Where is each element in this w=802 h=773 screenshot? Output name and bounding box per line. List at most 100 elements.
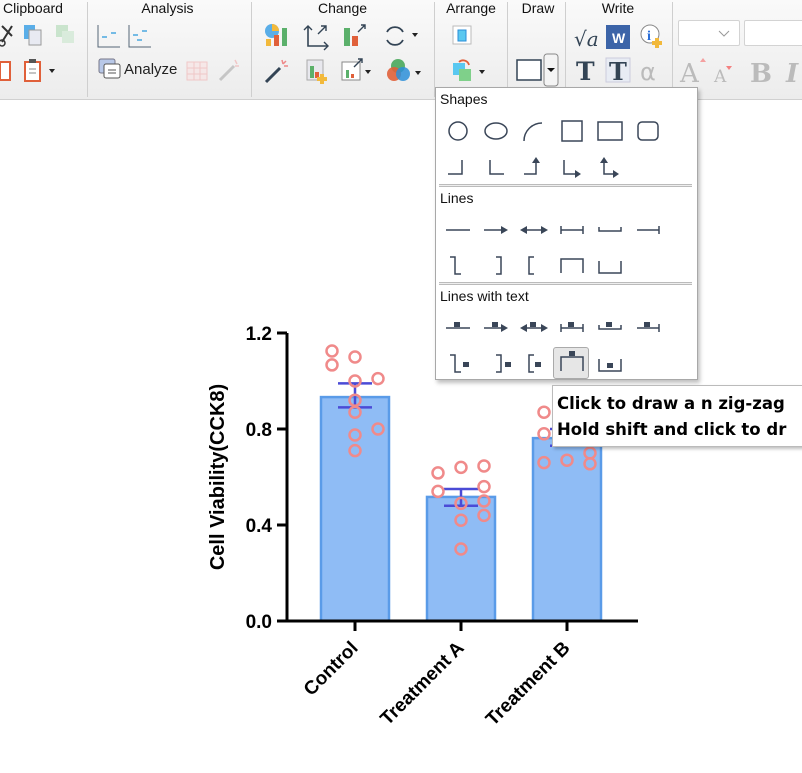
bar-chart[interactable]: 0.0 0.4 0.8 1.2 Control Treatment A Treatment … [0, 100, 802, 773]
menu-item-double-arrow[interactable] [515, 214, 551, 246]
font-name-select[interactable] [744, 20, 802, 46]
bracket-right-icon [496, 256, 502, 275]
paste-dropdown-icon[interactable] [24, 59, 55, 82]
axes-icon[interactable] [303, 25, 329, 51]
group-label-arrange: Arrange [446, 0, 496, 16]
menu-item-step-down[interactable] [439, 249, 475, 281]
data-point [560, 453, 574, 467]
menu-item-text-bracket-line[interactable] [553, 312, 589, 344]
data-point [477, 494, 491, 508]
analyze-button[interactable]: Analyze [98, 58, 177, 80]
menu-item-ellipse[interactable] [477, 115, 513, 147]
chart-type-icon[interactable] [265, 24, 287, 46]
data-point [454, 460, 468, 475]
rectangle-draw-button[interactable] [514, 52, 562, 88]
menu-item-line[interactable] [439, 214, 475, 246]
sqrt-icon[interactable]: √a [574, 27, 599, 51]
data-point [348, 428, 362, 442]
menu-item-bracket-top[interactable] [553, 249, 589, 281]
menu-item-text-line[interactable] [439, 312, 475, 344]
menu-item-text-arrow[interactable] [477, 312, 513, 344]
write-icons[interactable]: √a W i T T α [572, 22, 672, 92]
text-line-icon [446, 322, 470, 329]
add-chart-icon[interactable] [306, 59, 327, 84]
text-T-box-icon[interactable]: T [605, 57, 631, 86]
bracket-left-icon [528, 256, 534, 275]
draw-dropdown-button[interactable] [543, 53, 559, 87]
bring-front-icon[interactable] [452, 25, 472, 45]
y-axis-label: Cell Viability(CCK8) [207, 384, 229, 570]
bar-1[interactable] [425, 495, 497, 623]
menu-item-corner-left[interactable] [477, 150, 513, 182]
data-point [537, 455, 551, 470]
cut-icon[interactable] [0, 25, 13, 47]
menu-item-bracket-line[interactable] [553, 214, 589, 246]
analysis-line2-icon[interactable] [128, 25, 151, 48]
menu-item-text-bracket-top[interactable] [553, 347, 589, 379]
menu-item-bracket-right[interactable] [477, 249, 513, 281]
magic-wand-icon[interactable] [264, 59, 288, 84]
menu-item-arrow[interactable] [477, 214, 513, 246]
data-point [431, 484, 445, 499]
menu-item-arc[interactable] [515, 115, 551, 147]
svg-text:i: i [647, 29, 651, 44]
paste-special-icon[interactable] [56, 25, 74, 43]
analysis-line-icon[interactable] [97, 25, 120, 48]
menu-item-text-bracket-right[interactable] [477, 347, 513, 379]
change-icons[interactable] [262, 22, 430, 92]
arrange-icon[interactable] [453, 59, 485, 81]
bar-change-icon[interactable] [344, 24, 366, 46]
menu-item-bracket-left[interactable] [515, 249, 551, 281]
menu-item-end-bar-line[interactable] [629, 214, 665, 246]
menu-section-title: Lines [440, 190, 474, 206]
menu-item-rectangle[interactable] [591, 115, 627, 147]
menu-item-text-end-bar-line[interactable] [629, 312, 665, 344]
wand-icon[interactable] [218, 59, 239, 82]
menu-item-text-cup-line[interactable] [591, 312, 627, 344]
font-grow-icon[interactable]: A [679, 58, 706, 89]
word-icon[interactable]: W [606, 25, 630, 49]
rectangle-draw-icon[interactable] [516, 59, 542, 81]
arrange-icons[interactable] [447, 22, 497, 92]
menu-item-cup-line[interactable] [591, 214, 627, 246]
text-bracket-top-icon [560, 351, 584, 371]
menu-item-text-bracket-bottom[interactable] [591, 347, 627, 379]
table-icon[interactable] [186, 61, 208, 81]
menu-item-corner-right[interactable] [439, 150, 475, 182]
font-shrink-icon[interactable]: A [713, 66, 732, 87]
data-point [454, 542, 468, 556]
text-T-icon[interactable]: T [576, 57, 595, 86]
menu-item-rounded-rectangle[interactable] [629, 115, 665, 147]
resize-chart-icon[interactable] [341, 58, 371, 81]
alpha-icon[interactable]: α [640, 58, 656, 86]
menu-item-bracket-bottom[interactable] [591, 249, 627, 281]
menu-item-elbow-right-arrow[interactable] [553, 150, 589, 182]
square-icon [561, 120, 583, 142]
analyze-label: Analyze [124, 60, 178, 78]
paste-icon[interactable] [0, 61, 11, 81]
menu-item-text-step-down[interactable] [439, 347, 475, 379]
italic-icon[interactable]: I [785, 59, 799, 89]
data-point [454, 513, 468, 527]
cycle-icon[interactable] [386, 26, 418, 46]
menu-item-circle[interactable] [439, 115, 475, 147]
tooltip-line-1: Click to draw a n zig-zag [557, 394, 785, 413]
divider [251, 2, 252, 97]
info-add-icon[interactable]: i [640, 24, 662, 48]
copy-icon[interactable] [24, 25, 42, 46]
font-size-select[interactable] [678, 20, 740, 46]
menu-item-elbow-double-arrow[interactable] [591, 150, 627, 182]
color-scheme-icon[interactable] [387, 59, 421, 81]
font-style-icons[interactable]: A A B I [676, 52, 802, 92]
analysis-icons[interactable] [95, 22, 245, 92]
menu-item-text-double-arrow[interactable] [515, 312, 551, 344]
clipboard-icons[interactable] [0, 22, 86, 92]
draw-shapes-menu: Shapes Lines Lines with text [435, 87, 698, 380]
menu-item-elbow-up-arrow[interactable] [515, 150, 551, 182]
menu-item-square[interactable] [553, 115, 589, 147]
x-tick-label: Treatment B [482, 638, 574, 730]
svg-text:A: A [713, 67, 727, 87]
bold-icon[interactable]: B [750, 59, 772, 89]
svg-text:T: T [576, 57, 595, 86]
menu-item-text-bracket-left[interactable] [515, 347, 551, 379]
